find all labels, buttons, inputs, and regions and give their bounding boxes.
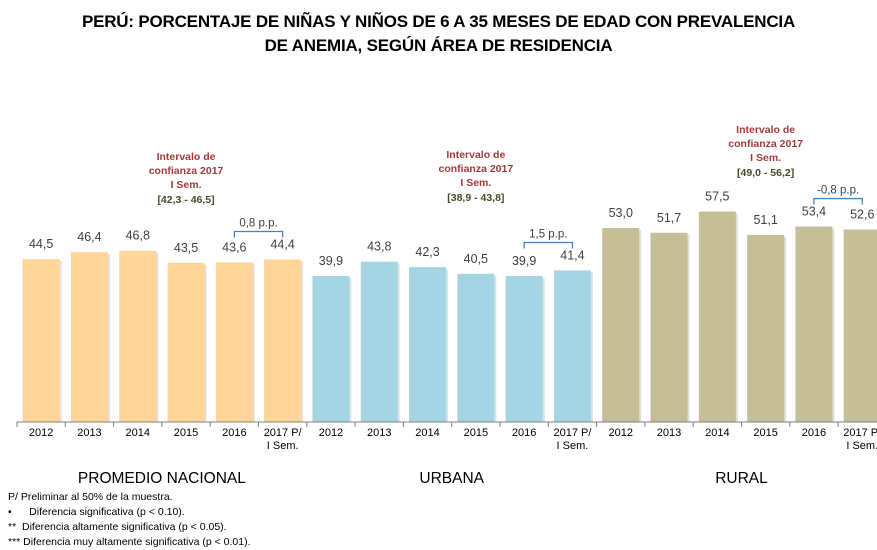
bar	[505, 275, 543, 422]
bar	[360, 261, 398, 422]
ci-label: Intervalo de	[736, 124, 795, 136]
data-label: 53,4	[802, 205, 826, 219]
tick-label: 2012	[319, 427, 343, 439]
bar	[457, 273, 495, 422]
tick-label: 2016	[802, 427, 826, 439]
ci-range: [42,3 - 46,5]	[157, 194, 214, 206]
bar	[795, 226, 833, 422]
data-label: 43,5	[174, 241, 198, 255]
bar	[264, 259, 302, 422]
bar	[215, 262, 253, 422]
ci-label: confianza 2017	[438, 163, 513, 175]
tick-label: 2017 P/	[264, 427, 303, 439]
data-label: 43,8	[367, 240, 391, 254]
ci-label: Intervalo de	[446, 149, 505, 161]
footnote-preliminary: P/ Preliminar al 50% de la muestra.	[8, 491, 173, 503]
tick-label: 2012	[609, 427, 633, 439]
data-label: 44,4	[270, 237, 294, 251]
bar	[70, 252, 108, 422]
ci-range: [49,0 - 56,2]	[737, 167, 794, 179]
tick-label: 2016	[222, 427, 246, 439]
tick-label: 2016	[512, 427, 536, 439]
tick-label: 2013	[367, 427, 391, 439]
ci-label: I Sem.	[460, 177, 491, 189]
data-label: 51,7	[657, 211, 681, 225]
data-label: 42,3	[415, 245, 439, 259]
footnote-highly-significant: ** Diferencia altamente significativa (p…	[8, 521, 227, 533]
bar	[22, 259, 60, 422]
ci-label: confianza 2017	[149, 165, 224, 177]
bar	[312, 275, 350, 422]
data-label: 40,5	[464, 252, 488, 266]
bar	[167, 262, 205, 422]
tick-label: 2015	[753, 427, 777, 439]
data-label: 41,4	[560, 248, 584, 262]
chart-title-line1: PERÚ: PORCENTAJE DE NIÑAS Y NIÑOS DE 6 A…	[81, 12, 796, 31]
group-label: URBANA	[419, 470, 484, 487]
tick-label: I Sem.	[557, 440, 589, 452]
tick-label: 2014	[415, 427, 439, 439]
data-label: 46,4	[77, 230, 101, 244]
diff-bracket	[233, 230, 284, 238]
data-label: 44,5	[29, 237, 53, 251]
ci-label: confianza 2017	[728, 138, 803, 150]
bar	[119, 250, 157, 422]
tick-label: 2017 P/	[553, 427, 592, 439]
tick-label: 2015	[174, 427, 198, 439]
group-label: RURAL	[715, 470, 768, 487]
tick-label: 2013	[77, 427, 101, 439]
tick-label: 2017 P/	[843, 427, 877, 439]
data-label: 39,9	[319, 254, 343, 268]
data-label: 43,6	[222, 240, 246, 254]
ci-label: I Sem.	[750, 152, 781, 164]
ci-range: [38,9 - 43,8]	[447, 192, 504, 204]
bar	[843, 229, 877, 422]
tick-label: 2012	[29, 427, 53, 439]
data-label: 39,9	[512, 254, 536, 268]
tick-label: 2014	[705, 427, 729, 439]
bar	[650, 232, 688, 422]
diff-bracket	[813, 197, 863, 205]
tick-label: I Sem.	[267, 440, 299, 452]
diff-label: -0,8 p.p.	[817, 185, 859, 197]
footnote-very-highly-significant: *** Diferencia muy altamente significati…	[8, 536, 251, 548]
bar	[602, 228, 640, 422]
tick-label: 2014	[126, 427, 150, 439]
group-label: PROMEDIO NACIONAL	[78, 470, 246, 487]
chart-title-line2: DE ANEMIA, SEGÚN ÁREA DE RESIDENCIA	[264, 36, 613, 55]
diff-bracket	[523, 241, 574, 249]
anemia-bar-chart: 44,5 2012 46,4 2013 46,8 2014 43,5 2015 43,6 2016…	[16, 124, 877, 487]
ci-label: I Sem.	[171, 179, 202, 191]
data-label: 52,6	[850, 207, 874, 221]
bar	[747, 234, 785, 422]
ci-label: Intervalo de	[157, 151, 216, 163]
footnote-significant: • Diferencia significativa (p < 0.10).	[8, 506, 185, 518]
bar	[698, 211, 736, 422]
data-label: 53,0	[609, 206, 633, 220]
tick-label: 2015	[464, 427, 488, 439]
footnotes: P/ Preliminar al 50% de la muestra. • Di…	[8, 490, 251, 550]
diff-label: 0,8 p.p.	[239, 217, 277, 229]
bar	[553, 270, 591, 422]
data-label: 51,1	[753, 213, 777, 227]
tick-label: I Sem.	[846, 440, 877, 452]
data-label: 57,5	[705, 190, 729, 204]
diff-label: 1,5 p.p.	[529, 228, 567, 240]
bar	[409, 267, 447, 422]
data-label: 46,8	[126, 229, 150, 243]
tick-label: 2013	[657, 427, 681, 439]
